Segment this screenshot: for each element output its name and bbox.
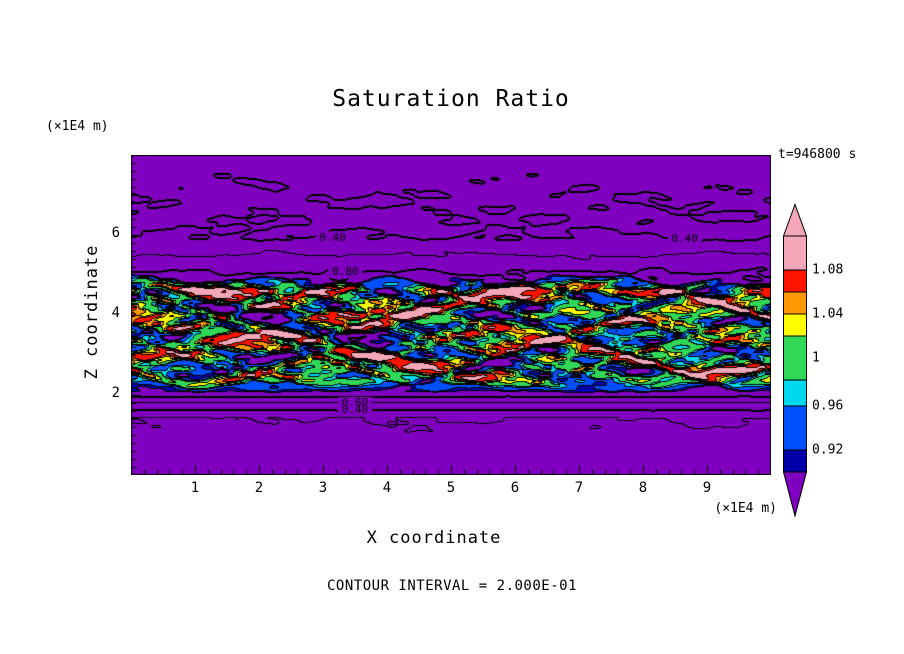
z-tick-label: 6: [111, 225, 120, 241]
contour-interval-note: CONTOUR INTERVAL = 2.000E-01: [326, 578, 578, 594]
colorbar-above-arrow: [782, 203, 808, 237]
chart-title: Saturation Ratio: [332, 86, 570, 112]
colorbar: [782, 203, 808, 518]
x-axis-label: X coordinate: [366, 528, 502, 548]
colorbar-label: 0.96: [812, 398, 844, 414]
z-axis-unit: (×1E4 m): [46, 119, 109, 134]
colorbar-band: [783, 313, 807, 337]
x-tick-label: 2: [254, 480, 264, 496]
timestamp-label: t=946800 s: [778, 147, 857, 162]
contour-plot-canvas: [131, 155, 771, 475]
colorbar-band: [783, 335, 807, 381]
x-tick-label: 4: [382, 480, 392, 496]
colorbar-band: [783, 449, 807, 473]
x-tick-label: 3: [318, 480, 328, 496]
z-tick-label: 4: [111, 305, 120, 321]
z-tick-label: 2: [111, 385, 120, 401]
colorbar-label: 0.92: [812, 442, 844, 458]
colorbar-label: 1: [812, 350, 820, 366]
colorbar-label: 1.08: [812, 262, 844, 278]
x-tick-label: 7: [574, 480, 584, 496]
x-axis-unit: (×1E4 m): [714, 501, 777, 516]
x-tick-label: 5: [446, 480, 456, 496]
x-tick-label: 8: [638, 480, 648, 496]
x-tick-label: 1: [190, 480, 200, 496]
colorbar-band: [783, 405, 807, 451]
colorbar-below-arrow: [782, 471, 808, 518]
x-tick-label: 9: [702, 480, 712, 496]
colorbar-band: [783, 235, 807, 271]
x-tick-label: 6: [510, 480, 520, 496]
colorbar-band: [783, 291, 807, 315]
colorbar-band: [783, 269, 807, 293]
colorbar-band: [783, 379, 807, 407]
colorbar-label: 1.04: [812, 306, 844, 322]
